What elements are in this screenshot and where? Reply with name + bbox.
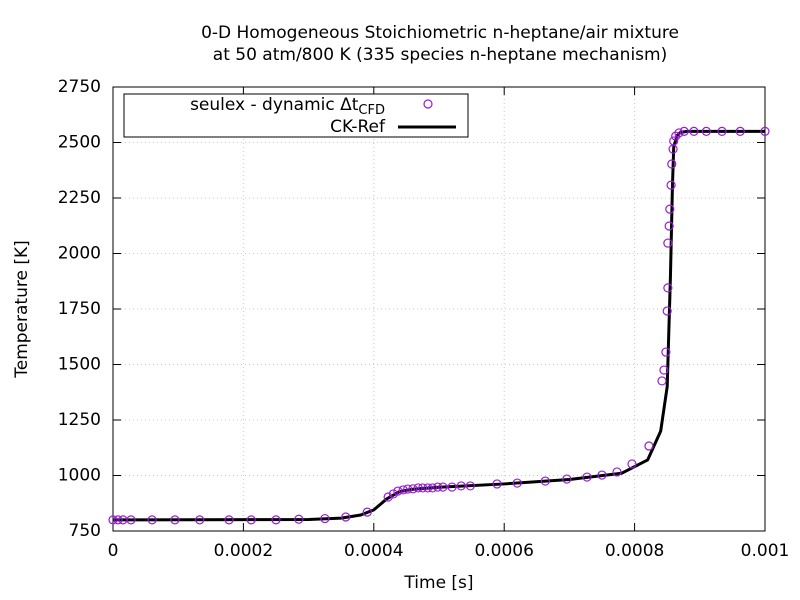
data-point [661, 347, 671, 357]
data-point [224, 515, 234, 525]
data-point [671, 131, 681, 141]
data-point [294, 514, 304, 524]
plot-frame [112, 86, 766, 532]
x-tick-label: 0.0002 [214, 541, 273, 561]
data-point [644, 441, 654, 451]
data-point [674, 128, 684, 138]
data-point [717, 126, 727, 136]
y-tick-label: 1250 [58, 410, 101, 430]
x-axis-label: Time [s] [403, 573, 473, 593]
x-tick-label: 0.0008 [605, 541, 664, 561]
data-point [126, 515, 136, 525]
data-point [679, 126, 689, 136]
data-point [427, 483, 438, 493]
y-tick-label: 1500 [58, 355, 101, 375]
data-point [447, 482, 457, 492]
data-point [456, 481, 466, 491]
data-point [562, 474, 572, 484]
data-point [113, 515, 123, 525]
data-point [320, 513, 330, 524]
legend-marker [423, 99, 433, 109]
data-point [689, 126, 699, 136]
data-point [492, 479, 502, 489]
data-point [627, 459, 637, 469]
data-point [760, 126, 770, 136]
data-point [664, 221, 674, 231]
data-point [383, 492, 393, 502]
chart-title: at 50 atm/800 K (335 species n-heptane m… [213, 45, 667, 65]
y-tick-label: 1000 [58, 466, 101, 486]
legend-box [123, 93, 469, 138]
data-point [666, 180, 676, 190]
data-point [341, 512, 351, 522]
y-tick-label: 1750 [58, 299, 101, 319]
data-point [423, 483, 433, 493]
data-point [418, 483, 428, 493]
data-point [597, 470, 607, 480]
data-point [612, 467, 622, 477]
y-tick-label: 750 [69, 521, 101, 541]
data-point [465, 481, 475, 491]
data-point [147, 515, 157, 525]
data-point [667, 159, 677, 169]
data-point [398, 485, 408, 495]
data-point [433, 482, 443, 492]
data-point [582, 472, 592, 482]
data-point [665, 204, 675, 214]
data-point [362, 507, 372, 517]
data-point [246, 515, 256, 525]
y-tick-label: 2750 [58, 77, 101, 97]
x-tick-label: 0 [108, 541, 119, 561]
x-tick-label: 0.0006 [474, 541, 533, 561]
data-point [388, 489, 398, 499]
data-point [512, 478, 522, 488]
data-point [195, 515, 205, 525]
legend-text: seulex - dynamic Δt [190, 95, 359, 115]
data-point [659, 365, 669, 375]
data-point [271, 515, 281, 525]
data-point [663, 238, 673, 248]
data-point [393, 486, 403, 496]
data-point [669, 136, 679, 146]
y-tick-label: 2000 [58, 244, 101, 264]
legend-label: CK-Ref [330, 117, 386, 137]
data-point [657, 376, 667, 386]
y-axis-label: Temperature [K] [12, 240, 32, 379]
x-tick-label: 0.001 [741, 541, 790, 561]
legend-subscript: CFD [358, 103, 385, 118]
x-tick-label: 0.0004 [344, 541, 403, 561]
data-point [413, 483, 423, 493]
data-point [540, 476, 550, 486]
legend-text: CK-Ref [330, 117, 386, 137]
data-point [701, 126, 711, 136]
y-tick-label: 2250 [58, 188, 101, 208]
data-point [170, 515, 180, 525]
data-point [735, 126, 745, 136]
data-point [108, 515, 118, 525]
data-point [408, 484, 418, 494]
legend-label: seulex - dynamic ΔtCFD [190, 95, 385, 118]
data-point [662, 306, 672, 316]
chart-title: 0-D Homogeneous Stoichiometric n-heptane… [201, 23, 679, 43]
y-tick-label: 2500 [58, 133, 101, 153]
data-point [403, 484, 413, 494]
data-point [438, 482, 448, 492]
data-line [112, 129, 765, 522]
data-point [663, 283, 673, 293]
